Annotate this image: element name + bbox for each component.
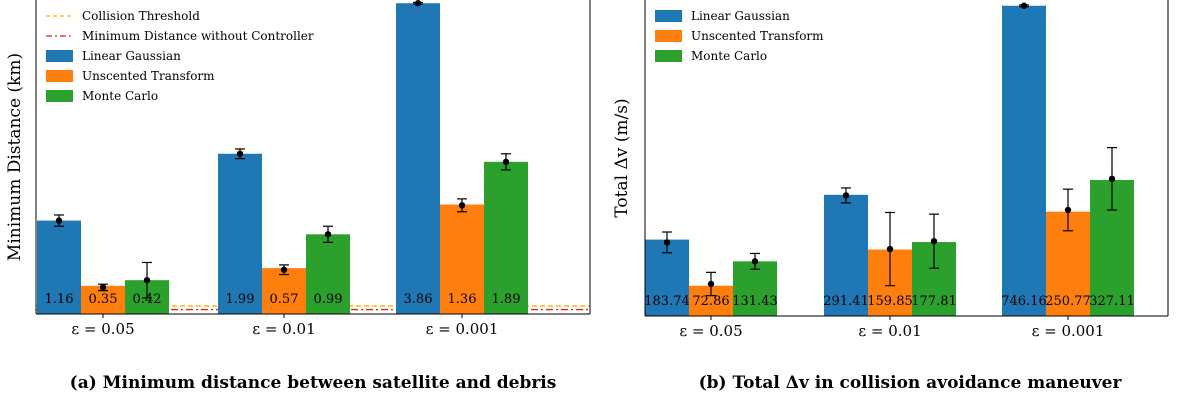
legend-label-1: Linear Gaussian xyxy=(691,9,790,23)
bar-3-1 xyxy=(733,261,777,316)
data-label-1-2: 1.99 xyxy=(226,292,255,307)
error-bar-2-2 xyxy=(885,211,895,287)
bar-3-3 xyxy=(484,161,528,314)
error-bar-1-2 xyxy=(841,187,851,204)
data-label-1-1: 183.74 xyxy=(644,294,690,309)
x-tick-label-3: ε = 0.001 xyxy=(1032,322,1105,340)
error-bar-3-2 xyxy=(323,225,333,243)
x-tick-label-1: ε = 0.05 xyxy=(71,320,134,338)
error-bar-3-2 xyxy=(929,213,939,269)
error-bar-2-1 xyxy=(98,283,108,292)
legend-label-3: Monte Carlo xyxy=(82,89,158,103)
legend-swatch-2 xyxy=(655,30,682,42)
error-bar-2-1 xyxy=(706,271,716,297)
error-bar-1-1 xyxy=(662,231,672,254)
bar-3-2 xyxy=(306,234,350,314)
panel-caption: (b) Total Δv in collision avoidance mane… xyxy=(699,373,1123,393)
data-label-3-3: 1.89 xyxy=(492,292,521,307)
error-bar-1-3 xyxy=(413,0,423,7)
data-label-3-1: 0.42 xyxy=(133,292,162,307)
panel-caption: (a) Minimum distance between satellite a… xyxy=(70,373,557,393)
legend-label-ref-2: Minimum Distance without Controller xyxy=(82,29,314,43)
legend-label-2: Unscented Transform xyxy=(691,29,824,43)
chart-panel-1: 1.16 1.99 3.86 0.35 0.57 1.36 0.42 0.99 1.89 ε = … xyxy=(5,0,591,393)
legend: Linear Gaussian Unscented Transform Monte … xyxy=(655,9,824,63)
data-label-1-3: 3.86 xyxy=(404,292,433,307)
legend-swatch-2 xyxy=(46,70,73,82)
x-tick-label-3: ε = 0.001 xyxy=(426,320,499,338)
legend-label-2: Unscented Transform xyxy=(82,69,215,83)
bar-1-3 xyxy=(396,3,440,314)
legend-label-3: Monte Carlo xyxy=(691,49,767,63)
y-axis-label: Minimum Distance (km) xyxy=(5,53,25,261)
data-label-1-3: 746.16 xyxy=(1001,294,1047,309)
data-label-2-2: 0.57 xyxy=(270,292,299,307)
error-bar-1-1 xyxy=(54,214,64,227)
data-label-3-2: 0.99 xyxy=(314,292,343,307)
bar-1-2 xyxy=(824,194,868,316)
data-label-3-3: 327.11 xyxy=(1089,294,1135,309)
data-label-2-3: 1.36 xyxy=(448,292,477,307)
data-label-2-1: 0.35 xyxy=(89,292,118,307)
legend-swatch-3 xyxy=(655,50,682,62)
data-label-3-2: 177.81 xyxy=(911,294,957,309)
x-tick-label-2: ε = 0.01 xyxy=(252,320,315,338)
data-label-1-2: 291.41 xyxy=(823,294,869,309)
bar-2-3 xyxy=(440,204,484,314)
error-bar-3-3 xyxy=(501,153,511,171)
error-bar-1-2 xyxy=(235,148,245,160)
error-bar-2-2 xyxy=(279,264,289,276)
data-label-3-1: 131.43 xyxy=(732,294,778,309)
legend-swatch-1 xyxy=(46,50,73,62)
chart-panel-2: 183.74 291.41 746.16 72.86 159.85 250.77 131.4… xyxy=(612,0,1169,393)
error-bar-2-3 xyxy=(457,198,467,213)
error-bar-3-1 xyxy=(142,261,152,299)
legend-label-1: Linear Gaussian xyxy=(82,49,181,63)
x-tick-label-1: ε = 0.05 xyxy=(679,322,742,340)
error-bar-2-3 xyxy=(1063,188,1073,232)
legend-swatch-3 xyxy=(46,90,73,102)
error-bar-1-3 xyxy=(1019,2,1029,9)
data-label-2-2: 159.85 xyxy=(867,294,913,309)
data-label-2-3: 250.77 xyxy=(1045,294,1091,309)
bar-1-1 xyxy=(37,220,81,314)
legend-label-ref-1: Collision Threshold xyxy=(82,9,200,23)
legend: Collision Threshold Minimum Distance with… xyxy=(46,9,314,103)
error-bar-3-1 xyxy=(750,252,760,270)
bar-1-3 xyxy=(1002,5,1046,317)
data-label-2-1: 72.86 xyxy=(692,294,729,309)
x-tick-label-2: ε = 0.01 xyxy=(858,322,921,340)
legend-swatch-1 xyxy=(655,10,682,22)
bar-1-2 xyxy=(218,153,262,314)
y-axis-label: Total Δv (m/s) xyxy=(612,98,632,217)
error-bar-3-3 xyxy=(1107,147,1117,211)
bar-2-2 xyxy=(262,268,306,314)
data-label-1-1: 1.16 xyxy=(45,292,74,307)
